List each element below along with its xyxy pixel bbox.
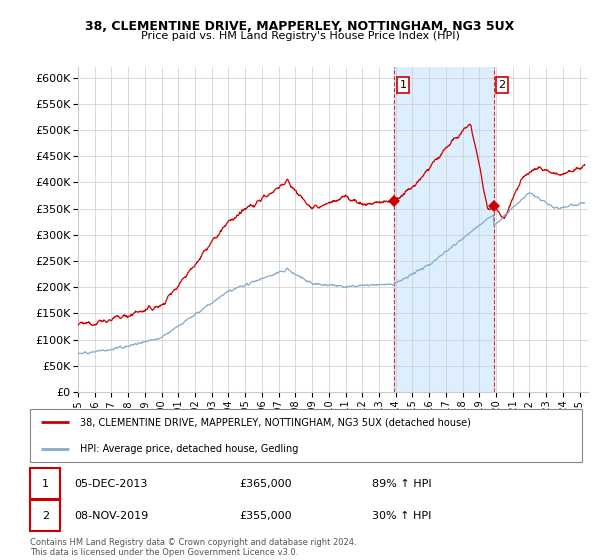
Text: 05-DEC-2013: 05-DEC-2013	[74, 479, 148, 489]
Text: 30% ↑ HPI: 30% ↑ HPI	[372, 511, 431, 521]
Text: 08-NOV-2019: 08-NOV-2019	[74, 511, 148, 521]
Text: 2: 2	[499, 80, 506, 90]
Text: 38, CLEMENTINE DRIVE, MAPPERLEY, NOTTINGHAM, NG3 5UX (detached house): 38, CLEMENTINE DRIVE, MAPPERLEY, NOTTING…	[80, 417, 470, 427]
Text: £355,000: £355,000	[240, 511, 292, 521]
Text: 2: 2	[42, 511, 49, 521]
Text: HPI: Average price, detached house, Gedling: HPI: Average price, detached house, Gedl…	[80, 444, 298, 454]
Text: Price paid vs. HM Land Registry's House Price Index (HPI): Price paid vs. HM Land Registry's House …	[140, 31, 460, 41]
FancyBboxPatch shape	[30, 468, 61, 500]
FancyBboxPatch shape	[30, 500, 61, 531]
Text: 1: 1	[400, 80, 406, 90]
FancyBboxPatch shape	[30, 409, 582, 462]
Text: 38, CLEMENTINE DRIVE, MAPPERLEY, NOTTINGHAM, NG3 5UX: 38, CLEMENTINE DRIVE, MAPPERLEY, NOTTING…	[85, 20, 515, 32]
Text: 89% ↑ HPI: 89% ↑ HPI	[372, 479, 432, 489]
Text: Contains HM Land Registry data © Crown copyright and database right 2024.
This d: Contains HM Land Registry data © Crown c…	[30, 538, 356, 557]
Text: £365,000: £365,000	[240, 479, 292, 489]
Text: 1: 1	[42, 479, 49, 489]
Bar	[394, 67, 494, 392]
